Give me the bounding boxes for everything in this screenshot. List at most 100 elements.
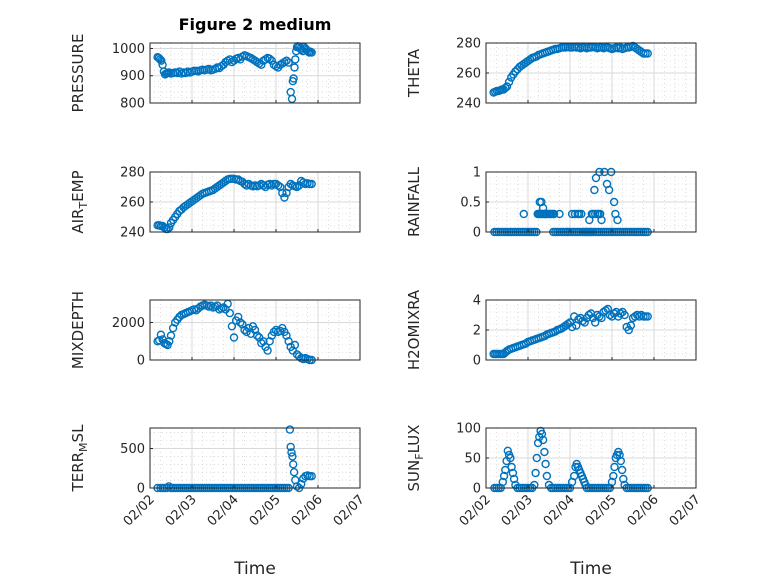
data-point bbox=[609, 471, 618, 481]
data-point bbox=[287, 94, 297, 104]
data-point bbox=[286, 442, 295, 452]
subplot-1: 800 900 1000 PRESSURE bbox=[69, 34, 361, 113]
data-point bbox=[507, 462, 516, 472]
data-point bbox=[619, 474, 628, 484]
data-point bbox=[597, 215, 606, 225]
series-markers bbox=[153, 299, 316, 365]
data-point bbox=[555, 209, 564, 219]
data-point bbox=[567, 322, 577, 332]
data-point bbox=[580, 318, 589, 327]
x-tick-label: 02/07 bbox=[331, 492, 368, 529]
subplot-4: 0 0.5 1 RAINFALL bbox=[405, 166, 697, 241]
data-point bbox=[610, 462, 619, 472]
data-point bbox=[601, 306, 610, 315]
y-axis-label: MIXDEPTH bbox=[69, 291, 87, 369]
data-point bbox=[498, 477, 507, 487]
y-tick-label: 0 bbox=[473, 226, 481, 241]
data-point bbox=[265, 179, 274, 189]
data-point bbox=[289, 74, 298, 83]
data-point bbox=[590, 185, 599, 195]
data-point bbox=[577, 209, 586, 219]
data-point bbox=[503, 446, 512, 455]
data-point bbox=[635, 312, 644, 321]
data-point bbox=[165, 223, 174, 232]
y-axis-label: AIRTEMP bbox=[69, 170, 90, 233]
x-tick-label: 02/05 bbox=[583, 492, 620, 529]
y-tick-label: 800 bbox=[120, 97, 145, 112]
data-point bbox=[616, 309, 625, 318]
data-point bbox=[273, 181, 283, 190]
data-point bbox=[280, 193, 289, 202]
series-markers bbox=[489, 41, 652, 97]
data-point bbox=[595, 312, 604, 321]
y-axis-label: PRESSURE bbox=[69, 34, 87, 113]
y-tick-label: 0 bbox=[137, 482, 145, 497]
data-point bbox=[236, 318, 245, 327]
y-tick-label: 100 bbox=[456, 422, 481, 437]
x-tick-label: 02/04 bbox=[205, 492, 242, 529]
y-axis-label: RAINFALL bbox=[405, 166, 423, 237]
subplot-5: 0 2000 MIXDEPTH bbox=[69, 291, 361, 369]
y-tick-label: 0 bbox=[473, 482, 481, 497]
data-point bbox=[596, 209, 605, 219]
data-point bbox=[307, 472, 316, 481]
x-tick-label: 02/07 bbox=[667, 492, 704, 529]
x-tick-label: 02/03 bbox=[163, 492, 200, 529]
x-axis-label: Time bbox=[569, 559, 612, 579]
series-markers bbox=[489, 304, 652, 359]
y-tick-label: 280 bbox=[456, 37, 481, 52]
y-tick-label: 900 bbox=[120, 69, 145, 84]
subplot-7: 0 500 TERRMSL 02/02 02/03 02/04 02/05 02/06 02/0… bbox=[69, 424, 368, 579]
y-tick-label: 1000 bbox=[112, 42, 145, 57]
x-tick-label: 02/06 bbox=[625, 492, 662, 529]
data-point bbox=[537, 429, 547, 439]
axes-frame bbox=[149, 427, 361, 489]
data-point bbox=[157, 56, 166, 65]
y-tick-label: 500 bbox=[120, 442, 145, 457]
data-point bbox=[289, 460, 298, 469]
data-point bbox=[287, 448, 296, 457]
data-point bbox=[292, 482, 302, 491]
y-axis-label: H2OMIXRA bbox=[405, 289, 423, 370]
x-tick-label: 02/05 bbox=[247, 492, 284, 529]
data-point bbox=[626, 321, 636, 330]
x-tick-label: 02/06 bbox=[289, 492, 326, 529]
data-point bbox=[540, 447, 549, 457]
y-tick-label: 4 bbox=[473, 294, 481, 309]
data-point bbox=[620, 310, 629, 320]
data-point bbox=[290, 340, 300, 350]
y-tick-label: 0 bbox=[137, 354, 145, 369]
data-point bbox=[643, 49, 652, 58]
data-point bbox=[531, 468, 540, 478]
x-tick-label: 02/03 bbox=[499, 492, 536, 529]
y-tick-label: 2000 bbox=[112, 316, 145, 331]
data-point bbox=[227, 322, 237, 331]
data-point bbox=[541, 459, 550, 469]
data-point bbox=[290, 63, 299, 72]
data-point bbox=[570, 209, 580, 219]
y-tick-label: 240 bbox=[456, 97, 481, 112]
data-point bbox=[282, 56, 291, 65]
data-point bbox=[501, 83, 510, 93]
data-point bbox=[613, 215, 622, 225]
data-point bbox=[511, 67, 520, 76]
data-point bbox=[591, 173, 601, 183]
data-point bbox=[291, 55, 300, 64]
data-point bbox=[267, 56, 276, 65]
data-point bbox=[240, 325, 249, 335]
data-point bbox=[508, 468, 518, 478]
data-point bbox=[284, 58, 293, 67]
subplot-6: 0 2 4 H2OMIXRA bbox=[405, 289, 697, 370]
subplot-2: 240 260 280 THETA bbox=[405, 37, 697, 112]
data-point bbox=[229, 333, 239, 342]
x-tick-label: 02/02 bbox=[121, 492, 158, 529]
data-point bbox=[532, 453, 541, 463]
data-point bbox=[604, 185, 614, 195]
x-axis-label: Time bbox=[233, 559, 276, 579]
data-point bbox=[549, 209, 558, 219]
data-point bbox=[624, 325, 633, 335]
data-point bbox=[292, 182, 302, 192]
series-markers bbox=[153, 42, 316, 104]
data-point bbox=[609, 197, 619, 207]
